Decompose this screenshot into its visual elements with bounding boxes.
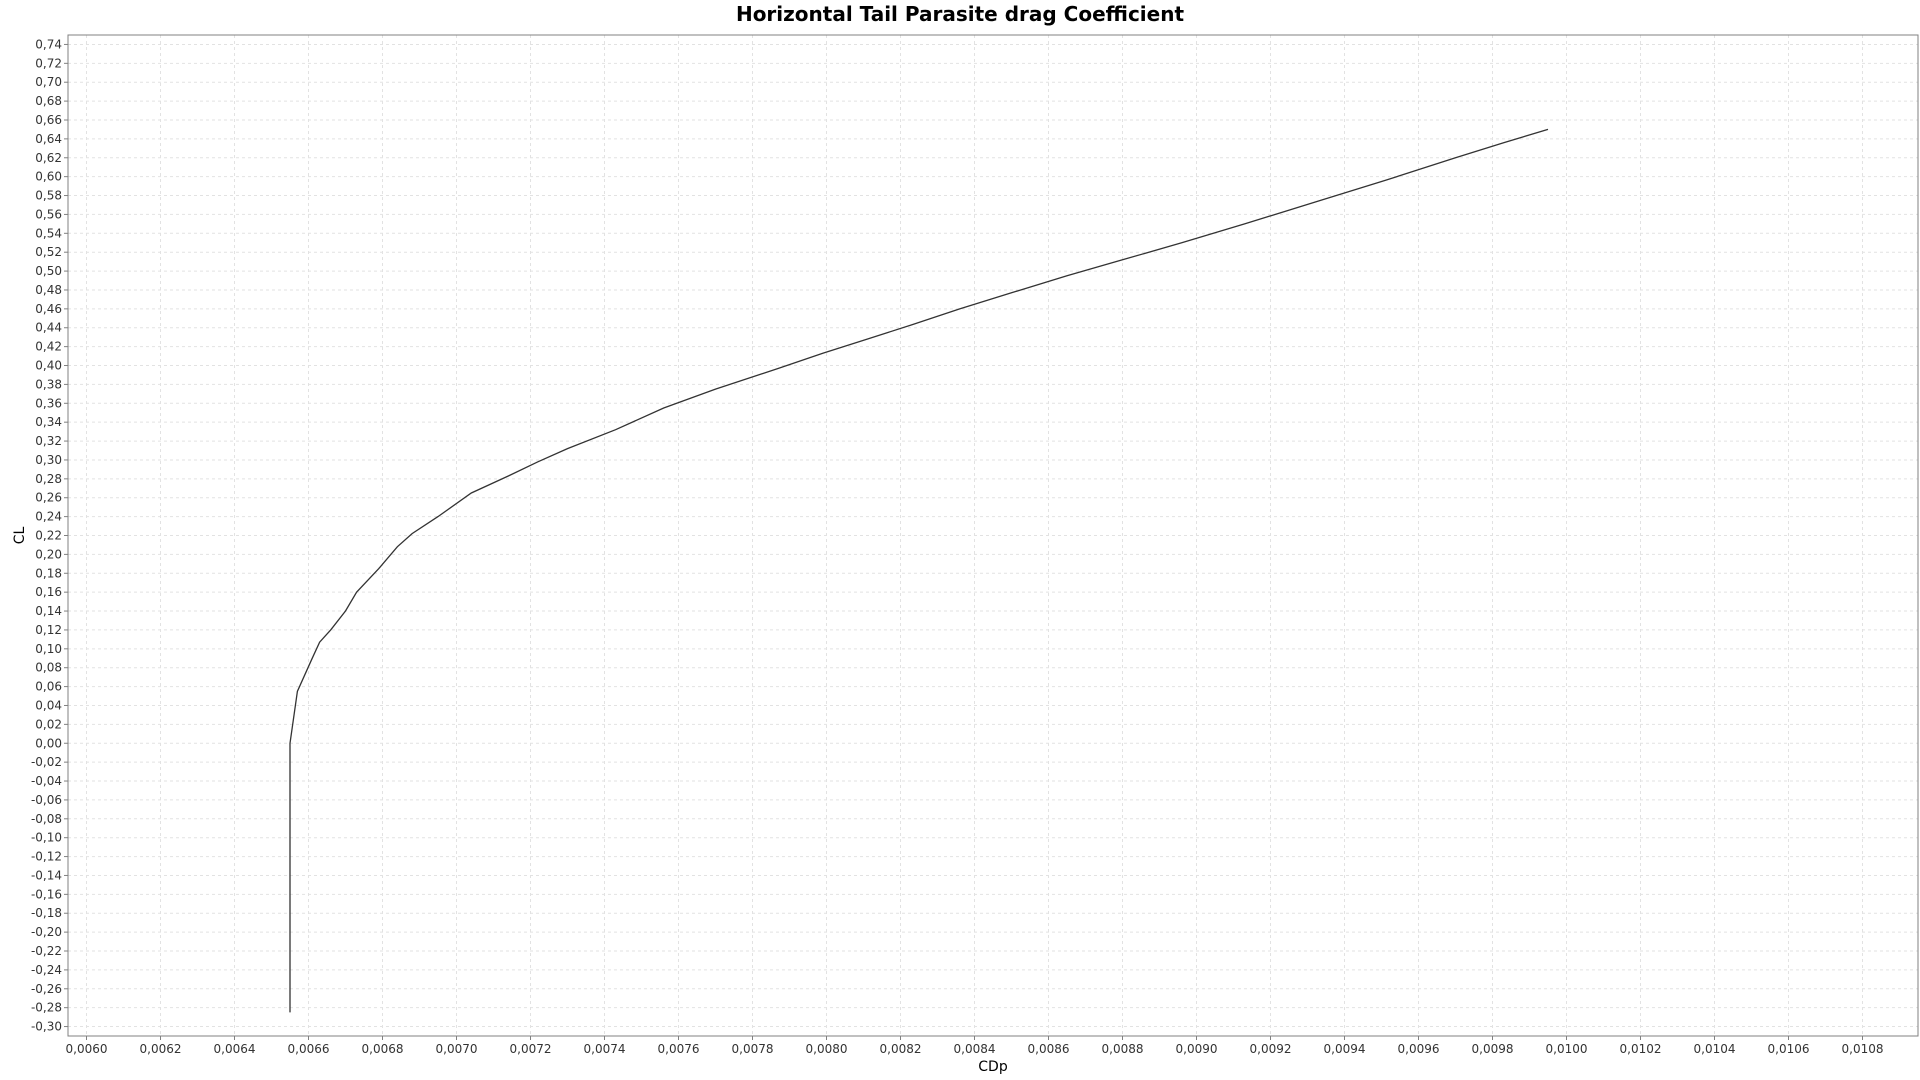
- y-tick-label: 0,04: [35, 698, 62, 712]
- y-tick-label: 0,52: [35, 245, 62, 259]
- y-tick-label: 0,22: [35, 529, 62, 543]
- y-tick-label: -0,14: [31, 868, 62, 882]
- y-tick-label: 0,48: [35, 283, 62, 297]
- y-tick-label: 0,08: [35, 661, 62, 675]
- x-tick-label: 0,0068: [362, 1042, 404, 1056]
- y-tick-label: -0,22: [31, 944, 62, 958]
- chart-title: Horizontal Tail Parasite drag Coefficien…: [735, 2, 1185, 26]
- y-tick-label: 0,56: [35, 207, 62, 221]
- x-tick-label: 0,0070: [436, 1042, 478, 1056]
- y-tick-label: 0,14: [35, 604, 62, 618]
- x-tick-label: 0,0100: [1546, 1042, 1588, 1056]
- x-tick-label: 0,0096: [1398, 1042, 1440, 1056]
- x-tick-label: 0,0064: [214, 1042, 256, 1056]
- y-tick-label: -0,24: [31, 963, 62, 977]
- y-tick-label: 0,60: [35, 170, 62, 184]
- axis-ticks: 0,0060 0,0062 0,0064 0,0066 0,0068 0,0070 0,00…: [31, 37, 1884, 1056]
- y-tick-label: 0,74: [35, 37, 62, 51]
- grid: [68, 35, 1918, 1036]
- x-tick-label: 0,0106: [1768, 1042, 1810, 1056]
- x-tick-label: 0,0102: [1620, 1042, 1662, 1056]
- y-tick-label: -0,04: [31, 774, 62, 788]
- y-tick-label: -0,28: [31, 1001, 62, 1015]
- y-tick-label: 0,00: [35, 736, 62, 750]
- y-tick-label: 0,32: [35, 434, 62, 448]
- y-tick-label: 0,26: [35, 491, 62, 505]
- y-tick-label: 0,12: [35, 623, 62, 637]
- y-tick-label: -0,30: [31, 1020, 62, 1034]
- y-tick-label: 0,70: [35, 75, 62, 89]
- y-tick-label: -0,20: [31, 925, 62, 939]
- y-tick-label: 0,66: [35, 113, 62, 127]
- y-tick-label: 0,50: [35, 264, 62, 278]
- y-tick-label: 0,62: [35, 151, 62, 165]
- series-line-0: [289, 128, 1549, 1013]
- y-tick-label: -0,18: [31, 906, 62, 920]
- y-tick-label: 0,46: [35, 302, 62, 316]
- x-tick-label: 0,0080: [806, 1042, 848, 1056]
- y-tick-label: 0,02: [35, 717, 62, 731]
- y-tick-label: 0,16: [35, 585, 62, 599]
- y-tick-label: 0,68: [35, 94, 62, 108]
- x-tick-label: 0,0060: [66, 1042, 108, 1056]
- y-tick-label: -0,08: [31, 812, 62, 826]
- y-tick-label: 0,06: [35, 680, 62, 694]
- y-tick-label: 0,36: [35, 396, 62, 410]
- x-axis-label: CDp: [978, 1059, 1008, 1075]
- x-tick-label: 0,0072: [510, 1042, 552, 1056]
- x-tick-label: 0,0088: [1102, 1042, 1144, 1056]
- y-tick-label: 0,42: [35, 340, 62, 354]
- y-tick-label: 0,30: [35, 453, 62, 467]
- plot-frame: [67, 34, 1919, 1037]
- x-tick-label: 0,0074: [584, 1042, 626, 1056]
- x-tick-label: 0,0084: [954, 1042, 996, 1056]
- x-tick-label: 0,0082: [880, 1042, 922, 1056]
- y-tick-label: -0,26: [31, 982, 62, 996]
- y-tick-label: -0,16: [31, 887, 62, 901]
- y-tick-label: 0,44: [35, 321, 62, 335]
- y-tick-label: 0,24: [35, 510, 62, 524]
- x-tick-label: 0,0078: [732, 1042, 774, 1056]
- y-axis-label: CL: [12, 527, 28, 545]
- y-tick-label: 0,18: [35, 566, 62, 580]
- y-tick-label: 0,54: [35, 226, 62, 240]
- y-tick-label: 0,40: [35, 359, 62, 373]
- x-tick-label: 0,0092: [1250, 1042, 1292, 1056]
- y-tick-label: -0,06: [31, 793, 62, 807]
- x-tick-label: 0,0098: [1472, 1042, 1514, 1056]
- x-tick-label: 0,0086: [1028, 1042, 1070, 1056]
- y-tick-label: 0,34: [35, 415, 62, 429]
- x-tick-label: 0,0076: [658, 1042, 700, 1056]
- x-tick-label: 0,0094: [1324, 1042, 1366, 1056]
- y-tick-label: -0,12: [31, 850, 62, 864]
- x-tick-label: 0,0090: [1176, 1042, 1218, 1056]
- y-tick-label: 0,10: [35, 642, 62, 656]
- y-tick-label: 0,28: [35, 472, 62, 486]
- y-tick-label: 0,58: [35, 189, 62, 203]
- y-tick-label: 0,20: [35, 547, 62, 561]
- y-tick-label: 0,72: [35, 56, 62, 70]
- x-tick-label: 0,0066: [288, 1042, 330, 1056]
- y-tick-label: -0,10: [31, 831, 62, 845]
- y-tick-label: 0,64: [35, 132, 62, 146]
- series-layer: [289, 128, 1549, 1013]
- y-tick-label: -0,02: [31, 755, 62, 769]
- y-tick-label: 0,38: [35, 377, 62, 391]
- x-tick-label: 0,0062: [140, 1042, 182, 1056]
- x-tick-label: 0,0104: [1694, 1042, 1736, 1056]
- x-tick-label: 0,0108: [1842, 1042, 1884, 1056]
